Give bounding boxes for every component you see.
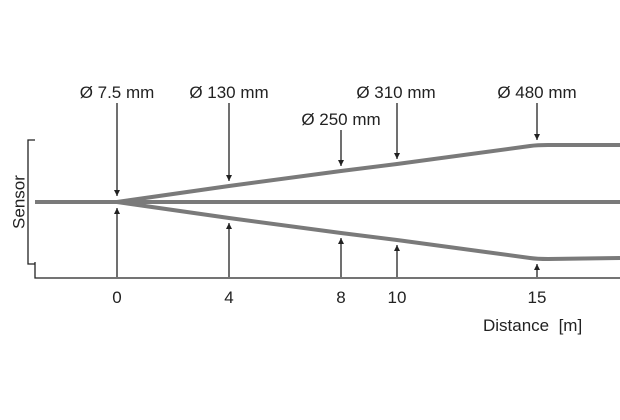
distance-label: 0 [112, 288, 121, 307]
distance-label: 15 [528, 288, 547, 307]
spot-label: Ø 310 mm [356, 83, 435, 102]
spot-label: Ø 7.5 mm [80, 83, 155, 102]
distance-axis [34, 262, 620, 279]
sensor-bracket [27, 139, 35, 265]
beam-lower [35, 200, 620, 261]
sensor-label: Sensor [9, 175, 28, 229]
spot-label: Ø 130 mm [189, 83, 268, 102]
axis-label: Distance [m] [483, 316, 582, 335]
distance-label: 4 [224, 288, 233, 307]
spot-label: Ø 250 mm [301, 110, 380, 129]
distance-label: 8 [336, 288, 345, 307]
beam-upper [35, 143, 620, 204]
distance-label: 10 [388, 288, 407, 307]
spot-label: Ø 480 mm [497, 83, 576, 102]
